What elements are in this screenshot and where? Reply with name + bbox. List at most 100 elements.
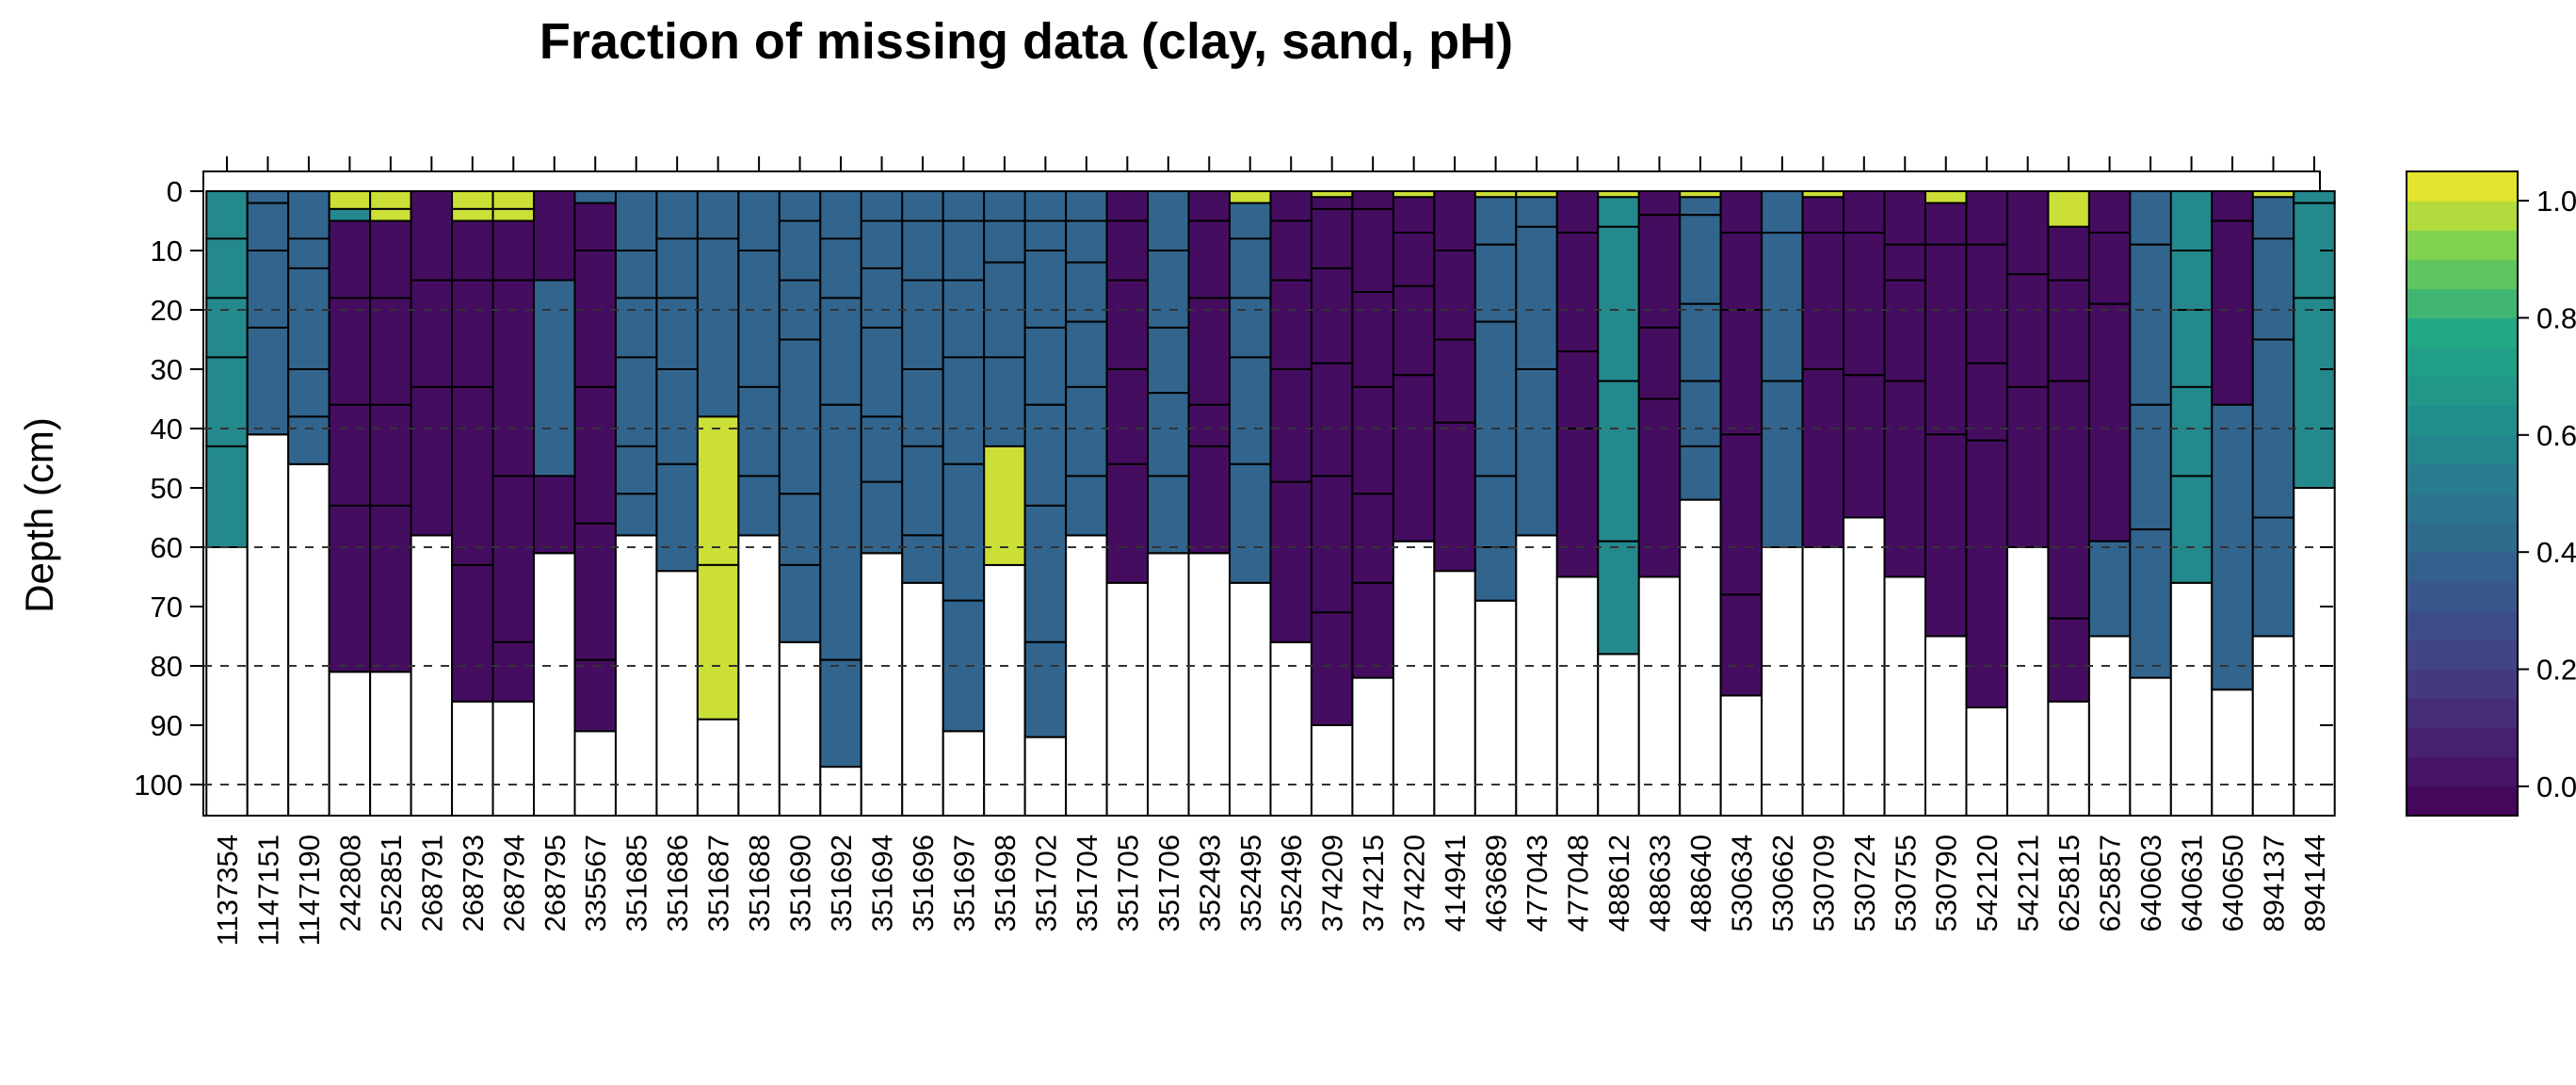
x-tick-label-351704: 351704: [1071, 834, 1103, 931]
horizon-894137-2: [2251, 237, 2295, 341]
horizon-252851-4: [369, 403, 412, 507]
y-tick-label-60: 60: [151, 531, 183, 564]
colorbar-segment-1: [2407, 756, 2518, 787]
horizon-894137-1: [2251, 196, 2295, 240]
horizon-351697-1: [942, 219, 986, 282]
x-tick-label-640650: 640650: [2216, 834, 2249, 931]
horizon-477048-1: [1555, 232, 1600, 353]
horizon-268793-5: [451, 563, 494, 703]
x-tick-label-530755: 530755: [1889, 834, 1922, 931]
horizon-488633-2: [1637, 326, 1682, 400]
horizon-1147190-1: [287, 237, 330, 269]
horizon-530790-0: [1924, 190, 1968, 204]
x-tick-label-352496: 352496: [1275, 834, 1308, 931]
profile-1147151: [246, 190, 290, 817]
horizon-640631-1: [2169, 250, 2214, 311]
horizon-530755-0: [1883, 190, 1927, 246]
horizon-352496-0: [1269, 190, 1312, 222]
horizon-268791-1: [410, 279, 454, 388]
horizon-351694-2: [860, 267, 904, 329]
horizon-351694-1: [860, 219, 904, 269]
horizon-268795-0: [533, 190, 576, 282]
profile-below-depth: [573, 730, 617, 817]
horizon-242808-2: [328, 219, 372, 300]
profile-335567: [573, 190, 617, 817]
horizon-351690-1: [778, 219, 822, 282]
profile-below-depth: [451, 700, 494, 817]
x-tick-label-351705: 351705: [1111, 834, 1144, 931]
horizon-352496-2: [1269, 279, 1312, 370]
profile-530662: [1761, 190, 1804, 817]
horizon-351702-0: [1023, 190, 1068, 222]
profile-below-depth: [1105, 581, 1150, 817]
horizon-894144-0: [2293, 190, 2336, 204]
horizon-351686-3: [655, 368, 699, 465]
horizon-352495-5: [1229, 462, 1272, 584]
colorbar-segment-18: [2407, 259, 2518, 289]
profile-below-depth: [2211, 688, 2254, 818]
horizon-488612-3: [1597, 380, 1640, 542]
profile-below-depth: [1637, 575, 1682, 817]
horizon-252851-2: [369, 219, 412, 300]
profile-below-depth: [2169, 581, 2214, 817]
y-tick-label-30: 30: [151, 353, 183, 386]
horizon-351688-1: [737, 250, 781, 388]
horizon-351692-2: [819, 297, 862, 406]
colorbar-segment-20: [2407, 201, 2518, 231]
horizon-352493-2: [1187, 297, 1232, 406]
horizon-1147190-4: [287, 415, 330, 465]
x-tick-label-268793: 268793: [457, 834, 490, 931]
profile-268791: [410, 190, 454, 818]
horizon-530662-0: [1761, 190, 1804, 235]
horizon-488633-1: [1637, 214, 1682, 329]
y-tick-label-40: 40: [151, 413, 183, 445]
horizon-268795-1: [533, 279, 576, 478]
x-tick-label-242808: 242808: [333, 834, 366, 931]
horizon-335567-2: [573, 250, 617, 388]
horizon-640603-1: [2129, 243, 2172, 406]
y-tick-label-100: 100: [134, 769, 183, 802]
horizon-414941-3: [1433, 421, 1476, 573]
profile-below-depth: [1229, 581, 1272, 817]
horizon-488633-0: [1637, 190, 1682, 217]
colorbar-tick-label-0: 0.0: [2536, 770, 2576, 803]
horizon-351706-3: [1147, 392, 1190, 478]
profile-488633: [1637, 190, 1682, 817]
horizon-542121-0: [2005, 190, 2050, 276]
y-tick-label-20: 20: [151, 294, 183, 327]
horizon-351704-3: [1065, 320, 1108, 388]
horizon-351696-5: [901, 534, 944, 584]
profile-below-depth: [1597, 653, 1640, 818]
profile-below-depth: [1351, 676, 1394, 817]
horizon-351690-0: [778, 190, 822, 222]
horizon-351687-0: [696, 190, 740, 240]
horizon-374209-1: [1310, 196, 1354, 210]
colorbar-legend: 0.0 0.2 0.4 0.6 0.8 1.0: [2406, 170, 2576, 817]
profile-351698: [983, 190, 1026, 818]
x-tick-label-374209: 374209: [1316, 834, 1349, 931]
x-tick-label-268794: 268794: [497, 834, 530, 931]
horizon-477048-3: [1555, 428, 1600, 578]
horizon-268793-4: [451, 385, 494, 566]
horizon-252851-3: [369, 297, 412, 406]
horizon-351687-2: [696, 415, 740, 566]
horizon-640650-0: [2211, 190, 2254, 222]
horizon-351686-0: [655, 190, 699, 240]
horizon-351702-6: [1023, 640, 1068, 738]
horizon-488633-3: [1637, 397, 1682, 578]
profile-below-depth: [1924, 635, 1968, 817]
y-tick-label-80: 80: [151, 650, 183, 683]
y-axis-label: Depth (cm): [17, 417, 61, 613]
horizon-625857-1: [2087, 232, 2132, 305]
x-tick-label-374215: 374215: [1357, 834, 1390, 931]
profile-351687: [696, 190, 740, 818]
profile-242808: [328, 190, 372, 817]
horizon-1137354-4: [205, 445, 249, 548]
horizon-894144-2: [2293, 297, 2336, 489]
profile-542121: [2005, 190, 2050, 817]
colorbar-segment-7: [2407, 581, 2518, 611]
horizon-374209-4: [1310, 362, 1354, 478]
horizon-530709-3: [1801, 368, 1845, 548]
horizon-351706-2: [1147, 326, 1190, 395]
profile-1147190: [287, 190, 330, 817]
